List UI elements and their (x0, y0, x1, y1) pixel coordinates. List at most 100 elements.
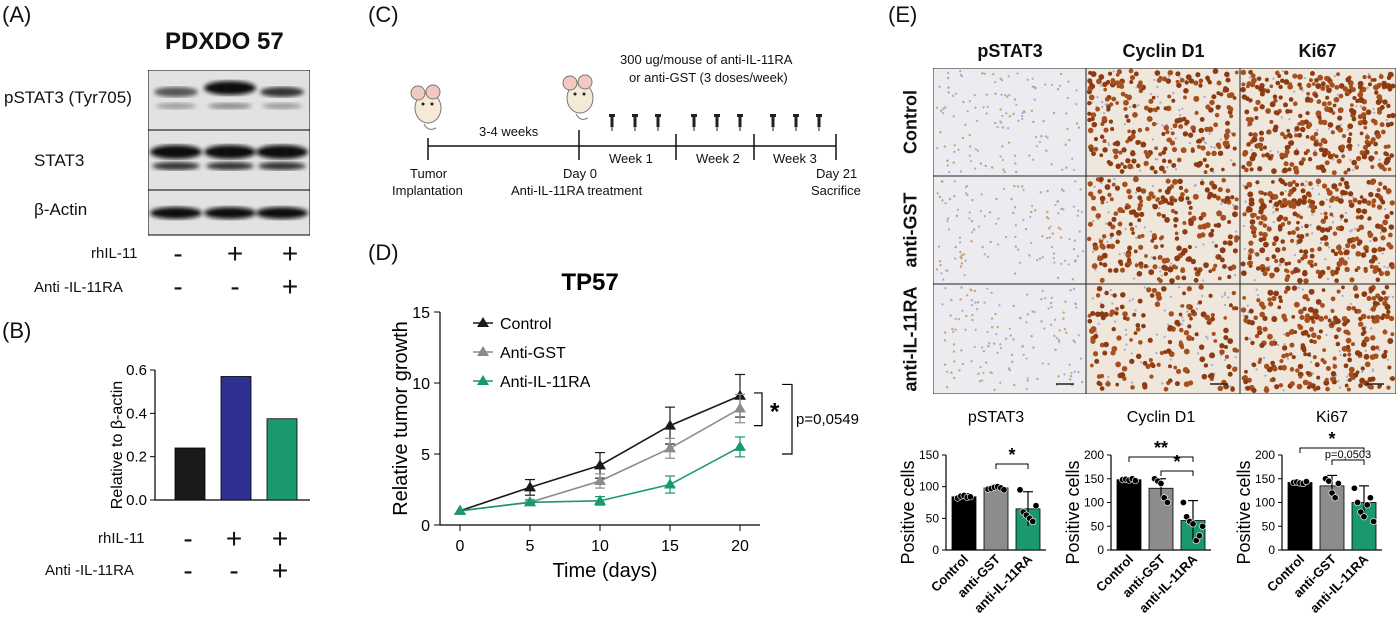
stained-nucleus (1110, 80, 1116, 86)
stained-nucleus (1351, 159, 1358, 166)
stained-nucleus (1341, 315, 1348, 322)
stained-nucleus (1320, 82, 1326, 87)
stained-nucleus (1286, 200, 1292, 206)
stained-nucleus (1196, 144, 1201, 149)
nucleus (1381, 252, 1384, 255)
stained-nucleus (1119, 267, 1126, 273)
stained-nucleus (1087, 221, 1093, 227)
stained-nucleus (939, 131, 942, 134)
stained-nucleus (1320, 302, 1325, 308)
nucleus (1336, 380, 1340, 383)
stained-nucleus (1087, 127, 1094, 134)
stained-nucleus (995, 197, 998, 201)
nucleus (1317, 193, 1321, 196)
stained-nucleus (1254, 84, 1260, 90)
nucleus (1051, 83, 1054, 87)
stained-nucleus (1135, 186, 1142, 193)
stained-nucleus (1249, 320, 1255, 326)
stained-nucleus (1360, 252, 1367, 258)
stained-nucleus (1073, 259, 1077, 263)
stained-nucleus (1106, 107, 1111, 112)
stained-nucleus (1387, 338, 1394, 344)
stained-nucleus (949, 314, 952, 317)
nucleus (1230, 132, 1233, 135)
stained-nucleus (1306, 82, 1312, 88)
stained-nucleus (1254, 333, 1260, 339)
nucleus (1066, 96, 1069, 100)
stained-nucleus (1324, 377, 1329, 382)
stained-nucleus (1188, 211, 1192, 216)
stained-nucleus (1299, 215, 1304, 220)
nucleus (1068, 363, 1071, 366)
nucleus (1378, 348, 1381, 352)
stained-nucleus (1145, 126, 1150, 132)
stained-nucleus (1200, 145, 1206, 151)
stained-nucleus (1258, 237, 1264, 243)
stained-nucleus (1170, 208, 1176, 214)
stained-nucleus (1177, 178, 1183, 185)
data-point (594, 459, 606, 470)
nucleus (1079, 357, 1082, 360)
stained-nucleus (1370, 306, 1376, 312)
stained-nucleus (960, 262, 964, 265)
nucleus (1344, 211, 1348, 214)
nucleus (1063, 373, 1066, 376)
nucleus (1006, 127, 1010, 130)
stained-nucleus (1381, 247, 1386, 252)
stained-nucleus (1196, 233, 1203, 239)
stained-nucleus (1338, 182, 1343, 187)
stained-nucleus (1194, 332, 1199, 337)
stained-nucleus (1318, 329, 1323, 334)
nucleus (963, 273, 966, 277)
y-tick-label: 0.0 (126, 492, 147, 509)
stained-nucleus (1139, 199, 1144, 204)
stained-nucleus (1115, 163, 1121, 169)
stained-nucleus (1361, 198, 1368, 204)
nucleus (941, 303, 944, 306)
stained-nucleus (1353, 372, 1359, 378)
stained-nucleus (996, 325, 999, 329)
stained-nucleus (1335, 244, 1342, 251)
stained-nucleus (1256, 215, 1261, 220)
stained-nucleus (1030, 335, 1033, 338)
stained-nucleus (1240, 307, 1247, 313)
stained-nucleus (1178, 195, 1185, 202)
stained-nucleus (1147, 337, 1153, 343)
nucleus (959, 69, 962, 73)
stained-nucleus (1320, 236, 1324, 241)
stained-nucleus (1208, 231, 1214, 238)
stained-nucleus (1141, 313, 1146, 318)
stained-nucleus (1324, 241, 1329, 247)
nucleus (1280, 116, 1283, 119)
stained-nucleus (1130, 385, 1135, 390)
stained-nucleus (1228, 92, 1235, 98)
stained-nucleus (1097, 189, 1103, 194)
stained-nucleus (1013, 98, 1017, 101)
stained-nucleus (1099, 303, 1105, 309)
nucleus (1015, 103, 1018, 106)
stained-nucleus (1140, 188, 1147, 194)
stained-nucleus (953, 144, 956, 147)
nucleus (1221, 295, 1224, 298)
stained-nucleus (1368, 157, 1374, 162)
significance-label: p=0,0503 (1325, 449, 1371, 461)
nucleus (1353, 227, 1357, 230)
stained-nucleus (1382, 167, 1387, 172)
nucleus (1031, 158, 1035, 161)
stained-nucleus (1144, 151, 1151, 158)
stained-nucleus (1141, 323, 1146, 329)
stained-nucleus (1318, 142, 1323, 147)
stained-nucleus (959, 250, 962, 254)
stained-nucleus (1323, 211, 1328, 216)
nucleus (1256, 294, 1260, 297)
stained-nucleus (1322, 360, 1327, 365)
stained-nucleus (1324, 215, 1328, 220)
stained-nucleus (1215, 195, 1221, 201)
stained-nucleus (1166, 201, 1171, 205)
nucleus (940, 272, 943, 275)
stained-nucleus (1348, 132, 1353, 136)
stained-nucleus (1166, 137, 1172, 143)
stained-nucleus (1161, 150, 1167, 155)
stained-nucleus (1309, 203, 1316, 210)
stained-nucleus (1203, 363, 1209, 368)
